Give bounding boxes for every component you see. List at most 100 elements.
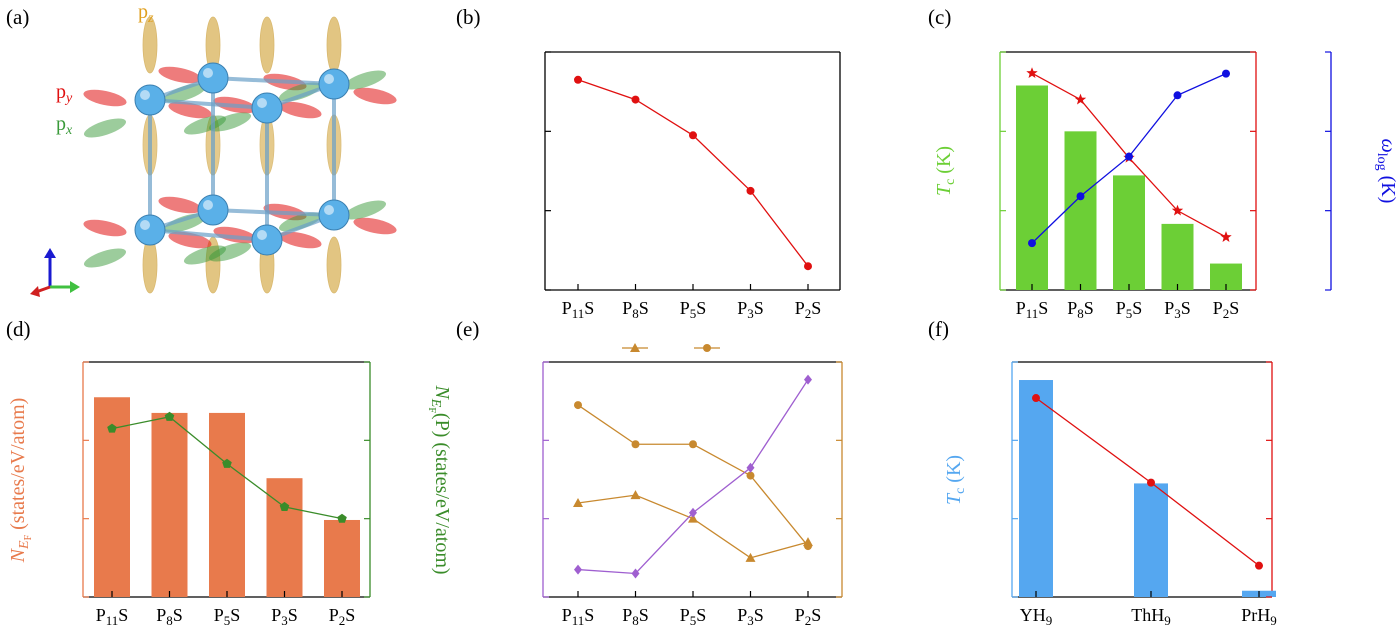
panel-label-d: (d): [6, 317, 31, 341]
x-tick-label-tail: S: [173, 605, 183, 625]
px-orbital-lobe: [83, 118, 127, 138]
x-tick-label-main: P: [795, 298, 805, 318]
ndos-p-point: [279, 501, 290, 511]
y-axis-label-ndos: NEF (states/eV/atom): [7, 398, 34, 564]
series-point-2: [804, 374, 812, 385]
x-tick-label-main: P: [96, 605, 106, 625]
x-tick-label-tail: S: [288, 605, 298, 625]
panel-label-f: (f): [928, 317, 949, 341]
x-tick-label-main: P: [622, 298, 632, 318]
px-orbital-lobe: [278, 82, 322, 102]
ndos-bar: [324, 519, 360, 597]
x-tick-label-main: P: [737, 298, 747, 318]
series-point-0: [745, 552, 756, 562]
px-orbital-lobe: [163, 213, 207, 233]
atom-highlight: [324, 74, 334, 84]
omega-point: [1173, 91, 1182, 100]
x-tick-label-main: P: [271, 605, 281, 625]
legend-marker-ps: [703, 344, 711, 352]
c-axis-arrowhead: [44, 248, 56, 258]
atom-bond: [149, 98, 268, 110]
ndosp-label-main: N: [431, 384, 453, 400]
x-tick-label-tail: S: [230, 605, 240, 625]
py-orbital-lobe: [278, 101, 322, 119]
unsaturation-point: [1032, 394, 1040, 403]
x-tick-label: P11S: [562, 298, 595, 321]
x-tick-label-main: P: [214, 605, 224, 625]
x-tick-label: P8S: [622, 605, 649, 627]
ndos-label-unit: (states/eV/atom): [7, 398, 29, 535]
x-tick-label-sub: 8: [632, 306, 639, 321]
x-tick-label-tail: S: [811, 298, 821, 318]
x-tick-label: P2S: [329, 605, 356, 627]
x-tick-label-tail: S: [584, 605, 594, 625]
unsaturation-point: [574, 75, 582, 84]
x-tick-label: YH9: [1020, 605, 1053, 627]
atom-bond: [212, 76, 335, 86]
x-tick-label-sub: 8: [166, 613, 173, 627]
tc-label-sub: c: [943, 179, 958, 185]
x-tick-label: P8S: [1067, 298, 1094, 321]
x-tick-label-sub: 3: [281, 613, 288, 627]
x-tick-label-sub: 9: [1270, 613, 1277, 627]
x-tick-label-sub: 5: [1126, 306, 1133, 321]
x-tick-label-tail: S: [639, 298, 649, 318]
series-line-1: [577, 404, 809, 547]
atom-highlight: [324, 205, 334, 215]
x-tick-label-tail: S: [118, 605, 128, 625]
atom-sphere: [197, 62, 229, 94]
px-orbital-lobe: [83, 248, 127, 268]
x-tick-label-sub: 3: [1174, 306, 1181, 321]
py-orbital-lobe: [83, 219, 127, 237]
tc-bar: [1016, 85, 1048, 290]
atom-highlight: [257, 98, 267, 108]
x-tick-label: P5S: [680, 605, 707, 627]
ndosp-label-subsub: F: [426, 407, 437, 413]
x-tick-label-tail: S: [1038, 298, 1048, 318]
py-label-main: p: [56, 81, 66, 103]
ndos-p-point: [107, 423, 117, 433]
x-tick-label-tail: S: [639, 605, 649, 625]
px-orbital-lobe: [208, 112, 252, 132]
omega-point: [1222, 69, 1230, 78]
ndos-label-main: N: [7, 547, 29, 563]
ndosp-label-unit: (P) (states/eV/atom): [431, 413, 453, 575]
x-tick-label-main: P: [622, 605, 632, 625]
omega-point: [1028, 239, 1036, 248]
lambda-point: [1171, 204, 1184, 216]
px-label-sub: x: [65, 123, 73, 138]
py-orbital-lobe: [158, 196, 202, 214]
y-axis-label-tc: Tc (K): [933, 146, 958, 196]
x-tick-label: P2S: [795, 605, 822, 627]
x-tick-label-sub: 9: [1164, 613, 1171, 627]
omega-label-sub: log: [1374, 153, 1389, 171]
x-tick-label-main: YH: [1020, 605, 1046, 625]
tc-label-unit: (K): [943, 455, 965, 488]
x-tick-label-tail: S: [1084, 298, 1094, 318]
x-tick-label-tail: S: [1181, 298, 1191, 318]
x-tick-label-main: P: [1116, 298, 1126, 318]
x-tick-label-tail: S: [696, 605, 706, 625]
x-tick-label-tail: S: [696, 298, 706, 318]
series-point-1: [689, 440, 697, 449]
chart-b-unsaturation: P11S P8S P5S P3S P2S: [544, 51, 841, 321]
ndos-bar: [151, 412, 188, 597]
atom-highlight: [203, 68, 213, 78]
px-label: px: [56, 113, 73, 138]
series-point-2: [574, 564, 582, 575]
unsaturation-point: [689, 131, 697, 140]
unsaturation-line: [577, 79, 809, 267]
panel-label-e: (e): [456, 317, 479, 341]
tc-bar: [1161, 223, 1194, 290]
a-axis-arrowhead: [30, 286, 40, 297]
x-tick-label: P2S: [1213, 298, 1240, 321]
tc-bar: [1064, 131, 1097, 290]
x-tick-label-sub: 5: [690, 306, 697, 321]
x-tick-label: PrH9: [1241, 605, 1277, 627]
panel-label-c: (c): [928, 5, 951, 29]
pz-orbital-lobe: [142, 16, 158, 74]
x-tick-label-tail: S: [754, 605, 764, 625]
x-tick-label-sub: 11: [106, 613, 119, 627]
tc-bar: [1134, 483, 1168, 597]
